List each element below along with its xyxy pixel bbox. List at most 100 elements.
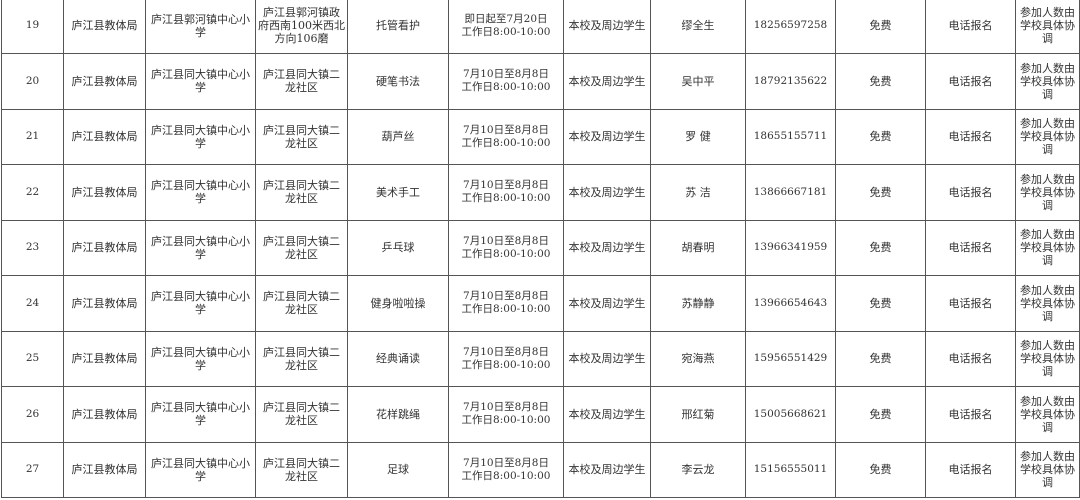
cell-activity: 托管看护: [347, 0, 449, 54]
cell-quota-note: 参加人数由学校具体协调: [1015, 164, 1080, 221]
cell-target: 本校及周边学生: [563, 0, 651, 54]
cell-activity: 健身啦啦操: [347, 275, 449, 332]
cell-fee: 免费: [835, 275, 926, 332]
cell-location: 庐江县同大镇二龙社区: [255, 330, 348, 387]
cell-activity: 足球: [347, 441, 449, 498]
cell-signup-method: 电话报名: [925, 164, 1016, 221]
cell-school: 庐江县同大镇中心小学: [145, 164, 256, 221]
cell-bureau: 庐江县教体局: [63, 330, 146, 387]
table-row: 26 庐江县教体局 庐江县同大镇中心小学 庐江县同大镇二龙社区 花样跳绳 7月10日至8月…: [1, 386, 1080, 443]
cell-contact-person: 苏 洁: [650, 164, 746, 221]
cell-time: 7月10日至8月8日 工作日8:00-10:00: [448, 219, 564, 276]
cell-quota-note: 参加人数由学校具体协调: [1015, 441, 1080, 498]
cell-signup-method: 电话报名: [925, 330, 1016, 387]
cell-fee: 免费: [835, 53, 926, 110]
cell-target: 本校及周边学生: [563, 441, 651, 498]
cell-time-line1: 7月10日至8月8日: [463, 123, 549, 136]
cell-bureau: 庐江县教体局: [63, 441, 146, 498]
cell-phone: 15956551429: [745, 330, 836, 387]
cell-bureau: 庐江县教体局: [63, 108, 146, 165]
cell-location: 庐江县同大镇二龙社区: [255, 108, 348, 165]
cell-time-line2: 工作日8:00-10:00: [461, 414, 551, 427]
cell-phone: 15005668621: [745, 386, 836, 443]
cell-activity: 乒乓球: [347, 219, 449, 276]
cell-time-line2: 工作日8:00-10:00: [461, 358, 551, 371]
cell-contact-person: 邢红菊: [650, 386, 746, 443]
table-row: 21 庐江县教体局 庐江县同大镇中心小学 庐江县同大镇二龙社区 葫芦丝 7月10日至8月8…: [1, 108, 1080, 165]
cell-school: 庐江县同大镇中心小学: [145, 53, 256, 110]
cell-time-line2: 工作日8:00-10:00: [461, 136, 551, 149]
table-row: 23 庐江县教体局 庐江县同大镇中心小学 庐江县同大镇二龙社区 乒乓球 7月10日至8月8…: [1, 219, 1080, 276]
cell-signup-method: 电话报名: [925, 275, 1016, 332]
cell-contact-person: 罗 健: [650, 108, 746, 165]
cell-time: 7月10日至8月8日 工作日8:00-10:00: [448, 441, 564, 498]
cell-row-number: 26: [1, 386, 64, 443]
cell-school: 庐江县同大镇中心小学: [145, 275, 256, 332]
cell-quota-note: 参加人数由学校具体协调: [1015, 386, 1080, 443]
cell-target: 本校及周边学生: [563, 53, 651, 110]
cell-contact-person: 吴中平: [650, 53, 746, 110]
cell-contact-person: 缪全生: [650, 0, 746, 54]
cell-location: 庐江县同大镇二龙社区: [255, 275, 348, 332]
cell-time: 7月10日至8月8日 工作日8:00-10:00: [448, 164, 564, 221]
table-row: 19 庐江县教体局 庐江县郭河镇中心小学 庐江县郭河镇政府西南100米西北方向106磨…: [1, 0, 1080, 54]
cell-signup-method: 电话报名: [925, 53, 1016, 110]
cell-row-number: 21: [1, 108, 64, 165]
cell-bureau: 庐江县教体局: [63, 386, 146, 443]
cell-contact-person: 苏静静: [650, 275, 746, 332]
cell-target: 本校及周边学生: [563, 386, 651, 443]
cell-school: 庐江县同大镇中心小学: [145, 330, 256, 387]
cell-contact-person: 宛海燕: [650, 330, 746, 387]
cell-time-line1: 7月10日至8月8日: [463, 290, 549, 303]
cell-time: 7月10日至8月8日 工作日8:00-10:00: [448, 108, 564, 165]
cell-target: 本校及周边学生: [563, 275, 651, 332]
cell-contact-person: 胡春明: [650, 219, 746, 276]
cell-bureau: 庐江县教体局: [63, 53, 146, 110]
cell-time-line2: 工作日8:00-10:00: [461, 303, 551, 316]
cell-contact-person: 李云龙: [650, 441, 746, 498]
cell-fee: 免费: [835, 0, 926, 54]
cell-time-line1: 7月10日至8月8日: [463, 345, 549, 358]
cell-activity: 美术手工: [347, 164, 449, 221]
cell-location: 庐江县同大镇二龙社区: [255, 53, 348, 110]
cell-target: 本校及周边学生: [563, 219, 651, 276]
cell-row-number: 27: [1, 441, 64, 498]
cell-phone: 15156555011: [745, 441, 836, 498]
table-row: 25 庐江县教体局 庐江县同大镇中心小学 庐江县同大镇二龙社区 经典诵读 7月10日至8月…: [1, 330, 1080, 387]
cell-school: 庐江县同大镇中心小学: [145, 108, 256, 165]
cell-quota-note: 参加人数由学校具体协调: [1015, 219, 1080, 276]
cell-row-number: 25: [1, 330, 64, 387]
cell-time: 即日起至7月20日 工作日8:00-10:00: [448, 0, 564, 54]
cell-target: 本校及周边学生: [563, 108, 651, 165]
cell-location: 庐江县同大镇二龙社区: [255, 164, 348, 221]
cell-time: 7月10日至8月8日 工作日8:00-10:00: [448, 53, 564, 110]
cell-fee: 免费: [835, 108, 926, 165]
cell-quota-note: 参加人数由学校具体协调: [1015, 0, 1080, 54]
cell-signup-method: 电话报名: [925, 0, 1016, 54]
cell-time-line2: 工作日8:00-10:00: [461, 25, 551, 38]
table-row: 22 庐江县教体局 庐江县同大镇中心小学 庐江县同大镇二龙社区 美术手工 7月10日至8月…: [1, 164, 1080, 221]
cell-school: 庐江县同大镇中心小学: [145, 441, 256, 498]
cell-fee: 免费: [835, 386, 926, 443]
cell-bureau: 庐江县教体局: [63, 219, 146, 276]
cell-school: 庐江县同大镇中心小学: [145, 386, 256, 443]
cell-time-line1: 7月10日至8月8日: [463, 179, 549, 192]
cell-location: 庐江县同大镇二龙社区: [255, 386, 348, 443]
cell-quota-note: 参加人数由学校具体协调: [1015, 275, 1080, 332]
cell-time: 7月10日至8月8日 工作日8:00-10:00: [448, 386, 564, 443]
cell-signup-method: 电话报名: [925, 219, 1016, 276]
cell-location: 庐江县同大镇二龙社区: [255, 441, 348, 498]
cell-quota-note: 参加人数由学校具体协调: [1015, 53, 1080, 110]
cell-quota-note: 参加人数由学校具体协调: [1015, 108, 1080, 165]
table-row: 20 庐江县教体局 庐江县同大镇中心小学 庐江县同大镇二龙社区 硬笔书法 7月10日至8月…: [1, 53, 1080, 110]
cell-target: 本校及周边学生: [563, 164, 651, 221]
cell-phone: 13966341959: [745, 219, 836, 276]
cell-phone: 18655155711: [745, 108, 836, 165]
cell-row-number: 23: [1, 219, 64, 276]
cell-activity: 葫芦丝: [347, 108, 449, 165]
cell-row-number: 24: [1, 275, 64, 332]
cell-phone: 13966654643: [745, 275, 836, 332]
cell-fee: 免费: [835, 219, 926, 276]
cell-time-line2: 工作日8:00-10:00: [461, 81, 551, 94]
